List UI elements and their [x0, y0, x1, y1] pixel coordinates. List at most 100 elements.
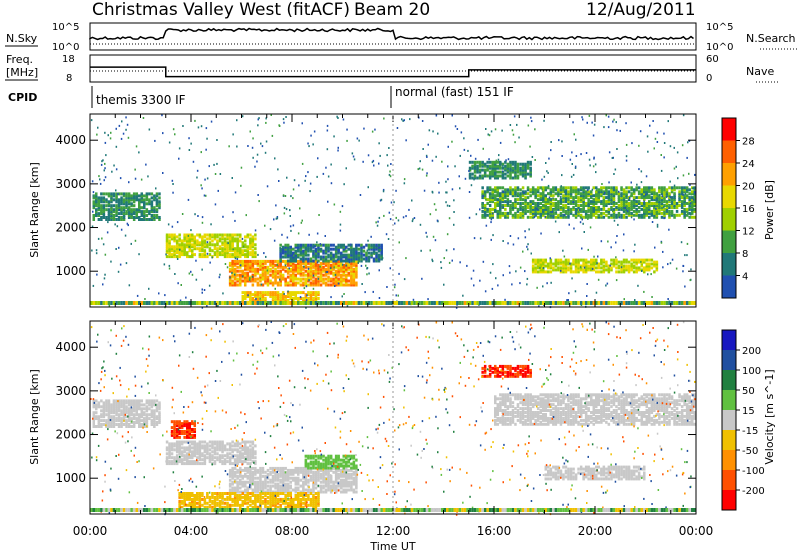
power-cell-near [335, 301, 338, 305]
power-cell-scatter [513, 134, 515, 136]
velocity-cell [138, 399, 141, 402]
power-cell-scatter [685, 193, 687, 195]
power-cell-near [423, 301, 426, 305]
velocity-cell [130, 399, 133, 402]
velocity-cell [204, 444, 207, 447]
velocity-cell [186, 452, 189, 455]
power-cell [378, 254, 381, 257]
power-cell-near [537, 301, 540, 305]
power-cell-scatter [379, 297, 381, 299]
power-cell [474, 161, 477, 164]
power-cell [562, 261, 565, 264]
power-cell [219, 237, 222, 240]
power-cell-scatter [433, 236, 435, 238]
power-cell-scatter [317, 233, 319, 235]
power-cell-scatter [201, 151, 203, 153]
power-cell-scatter [361, 265, 363, 267]
power-cell-scatter [198, 126, 200, 128]
power-cell-scatter [358, 140, 360, 142]
power-cell-scatter [534, 128, 536, 130]
power-cell [625, 259, 628, 262]
power-cell [242, 241, 245, 244]
power-cell-scatter [623, 249, 625, 251]
power-cell [254, 278, 257, 281]
power-cell-scatter [330, 296, 332, 298]
power-cell [610, 214, 613, 217]
power-cell-scatter [505, 159, 507, 161]
power-cell-near [454, 301, 457, 305]
velocity-cell [123, 399, 126, 402]
power-cell-scatter [323, 173, 325, 175]
velocity-cell [262, 475, 265, 478]
power-cell [603, 212, 606, 215]
velocity-cell [113, 399, 116, 402]
velocity-cell [247, 462, 250, 465]
power-cell-scatter [195, 260, 197, 262]
power-cell-scatter [481, 169, 483, 171]
power-cell [156, 208, 159, 211]
power-cell-scatter [513, 244, 515, 246]
power-cell [234, 282, 237, 285]
power-cell [312, 260, 315, 263]
power-cell [340, 274, 343, 277]
power-cell-scatter [624, 298, 626, 300]
power-cell-scatter [308, 279, 310, 281]
power-cell [284, 278, 287, 281]
power-cell-scatter [459, 261, 461, 263]
power-cell-scatter [550, 257, 552, 259]
power-cell-near [484, 301, 487, 305]
power-cell [373, 258, 376, 261]
power-cell [120, 206, 123, 209]
power-cell-scatter [620, 130, 622, 132]
power-cell [476, 165, 479, 168]
power-cell [337, 256, 340, 259]
power-cell-scatter [625, 122, 627, 124]
power-cell [166, 234, 169, 237]
power-cell [486, 198, 489, 201]
power-cell-scatter [105, 154, 107, 156]
power-cell-scatter [377, 225, 379, 227]
velocity-cell [242, 460, 245, 463]
power-cell-scatter [607, 241, 609, 243]
power-cell [582, 268, 585, 271]
power-cell-scatter [346, 167, 348, 169]
power-cell-scatter [587, 122, 589, 124]
velocity-cell [191, 441, 194, 444]
power-cell-scatter [683, 174, 685, 176]
power-cell [562, 186, 565, 189]
power-cell [274, 291, 277, 294]
power-cell [317, 291, 320, 294]
power-cell-near [582, 301, 585, 305]
power-cell-scatter [448, 146, 450, 148]
power-cell [310, 244, 313, 247]
power-cell [239, 239, 242, 242]
velocity-cell [176, 441, 179, 444]
power-cell [332, 278, 335, 281]
power-cell-scatter [460, 155, 462, 157]
power-cell [143, 198, 146, 201]
power-cell-near [688, 301, 691, 305]
power-cell-near [153, 301, 156, 305]
power-cell [348, 280, 351, 283]
power-cell [484, 204, 487, 207]
power-cell [282, 246, 285, 249]
power-cell-scatter [657, 132, 659, 134]
power-cell-near [312, 301, 315, 305]
power-cell [348, 272, 351, 275]
power-cell [486, 186, 489, 189]
range-tick-label: 4000 [55, 133, 86, 147]
power-cell-near [370, 301, 373, 305]
velocity-cell [196, 456, 199, 459]
velocity-cell [183, 454, 186, 457]
velocity-cell [148, 417, 151, 420]
velocity-cell [130, 425, 133, 428]
power-cell-near [633, 301, 636, 305]
power-cell-scatter [202, 216, 204, 218]
power-cell [199, 234, 202, 237]
power-cell-scatter [353, 156, 355, 158]
power-cell [638, 210, 641, 213]
power-cell-near [431, 301, 434, 305]
power-cell-scatter [571, 176, 573, 178]
power-cell [138, 216, 141, 219]
power-cell-scatter [281, 234, 283, 236]
